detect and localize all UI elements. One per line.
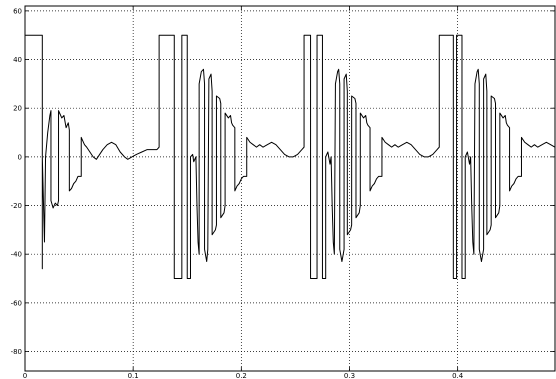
y-tick-label: -20 — [11, 202, 22, 210]
y-tick-label: 60 — [13, 7, 22, 15]
plot-area — [24, 5, 556, 372]
y-tick-label: 40 — [13, 56, 22, 64]
series-layer — [24, 34, 556, 280]
series-line — [24, 34, 556, 280]
y-tick-label: -40 — [11, 251, 22, 259]
x-tick-label: 0.4 — [452, 372, 464, 379]
x-tick-label: 0.2 — [236, 372, 247, 379]
tick-labels: -80 -60 -40 -20 0 20 40 60 0 0.1 0.2 0.3 0.4 — [11, 7, 464, 379]
y-tick-label: 0 — [18, 153, 22, 161]
axis-ticks — [24, 6, 555, 371]
y-tick-label: -60 — [11, 299, 22, 307]
x-tick-label: 0.1 — [128, 372, 139, 379]
x-tick-label: 0 — [23, 372, 27, 379]
grid — [25, 6, 555, 371]
y-tick-label: -80 — [11, 348, 22, 356]
x-tick-label: 0.3 — [344, 372, 355, 379]
y-tick-label: 20 — [13, 105, 22, 113]
